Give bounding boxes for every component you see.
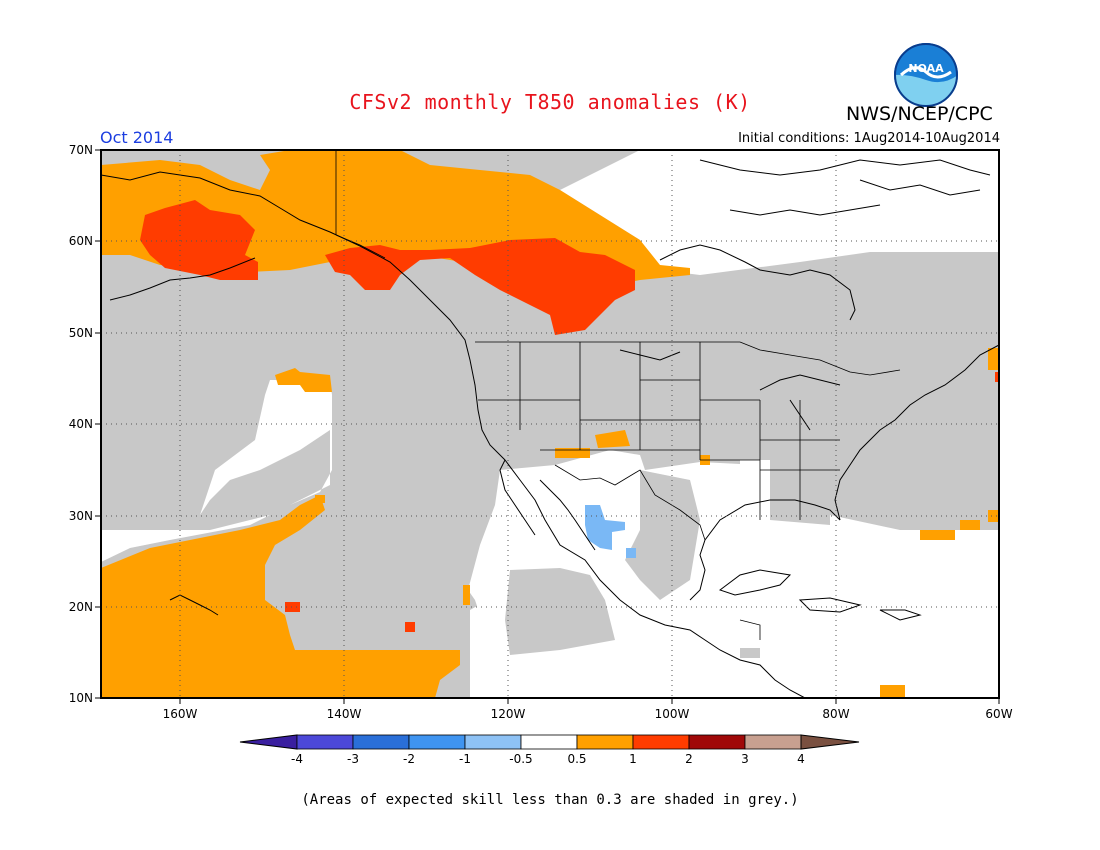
colorbar-swatch bbox=[352, 734, 410, 750]
colorbar-label: 1 bbox=[629, 752, 637, 766]
lon-label: 120W bbox=[491, 707, 526, 721]
lat-label: 40N bbox=[69, 417, 93, 431]
noaa-logo-text: NOAA bbox=[908, 62, 944, 75]
initial-conditions: Initial conditions: 1Aug2014-10Aug2014 bbox=[738, 131, 1000, 146]
colorbar-swatch bbox=[408, 734, 466, 750]
lon-label: 80W bbox=[822, 707, 849, 721]
political-borders bbox=[335, 150, 901, 640]
colorbar-label: -2 bbox=[403, 752, 415, 766]
skill-footnote: (Areas of expected skill less than 0.3 a… bbox=[301, 792, 799, 808]
lat-label: 70N bbox=[69, 143, 93, 157]
colorbar-arrow-low bbox=[239, 734, 298, 750]
colorbar-swatch bbox=[576, 734, 634, 750]
colorbar-label: -0.5 bbox=[509, 752, 532, 766]
warm-anomaly-red bbox=[140, 200, 999, 632]
lat-label: 60N bbox=[69, 234, 93, 248]
colorbar-swatch bbox=[632, 734, 690, 750]
colorbar-label: -1 bbox=[459, 752, 471, 766]
lat-label: 20N bbox=[69, 600, 93, 614]
colorbar-label: -3 bbox=[347, 752, 359, 766]
chart-title: CFSv2 monthly T850 anomalies (K) bbox=[349, 90, 751, 114]
map-field bbox=[101, 150, 999, 698]
colorbar-swatch bbox=[688, 734, 746, 750]
colorbar-swatch bbox=[296, 734, 354, 750]
lat-label: 10N bbox=[69, 691, 93, 705]
colorbar-label: 4 bbox=[797, 752, 805, 766]
lat-label: 50N bbox=[69, 326, 93, 340]
colorbar-swatch bbox=[744, 734, 802, 750]
forecast-month: Oct 2014 bbox=[100, 128, 174, 147]
colorbar-label: 2 bbox=[685, 752, 693, 766]
colorbar-swatch bbox=[464, 734, 522, 750]
coastlines bbox=[101, 159, 999, 698]
colorbar-swatch bbox=[520, 734, 578, 750]
lat-labels: 70N 60N 50N 40N 30N 20N 10N bbox=[69, 143, 93, 705]
agency-label: NWS/NCEP/CPC bbox=[846, 103, 993, 125]
colorbar-label: 0.5 bbox=[567, 752, 586, 766]
lon-labels: 160W 140W 120W 100W 80W 60W bbox=[163, 707, 1013, 721]
lat-label: 30N bbox=[69, 509, 93, 523]
lon-label: 60W bbox=[985, 707, 1012, 721]
colorbar-label: 3 bbox=[741, 752, 749, 766]
colorbar: -4 -3 -2 -1 -0.5 0.5 1 2 3 4 bbox=[239, 734, 860, 766]
lon-label: 160W bbox=[163, 707, 198, 721]
lon-label: 100W bbox=[655, 707, 690, 721]
cool-anomaly-blue bbox=[585, 505, 636, 558]
grey-patches bbox=[505, 460, 830, 658]
colorbar-label: -4 bbox=[291, 752, 303, 766]
noaa-logo-icon: NOAA bbox=[894, 43, 958, 107]
lon-label: 140W bbox=[327, 707, 362, 721]
axis-ticks bbox=[95, 149, 1000, 704]
colorbar-arrow-high bbox=[800, 734, 860, 750]
